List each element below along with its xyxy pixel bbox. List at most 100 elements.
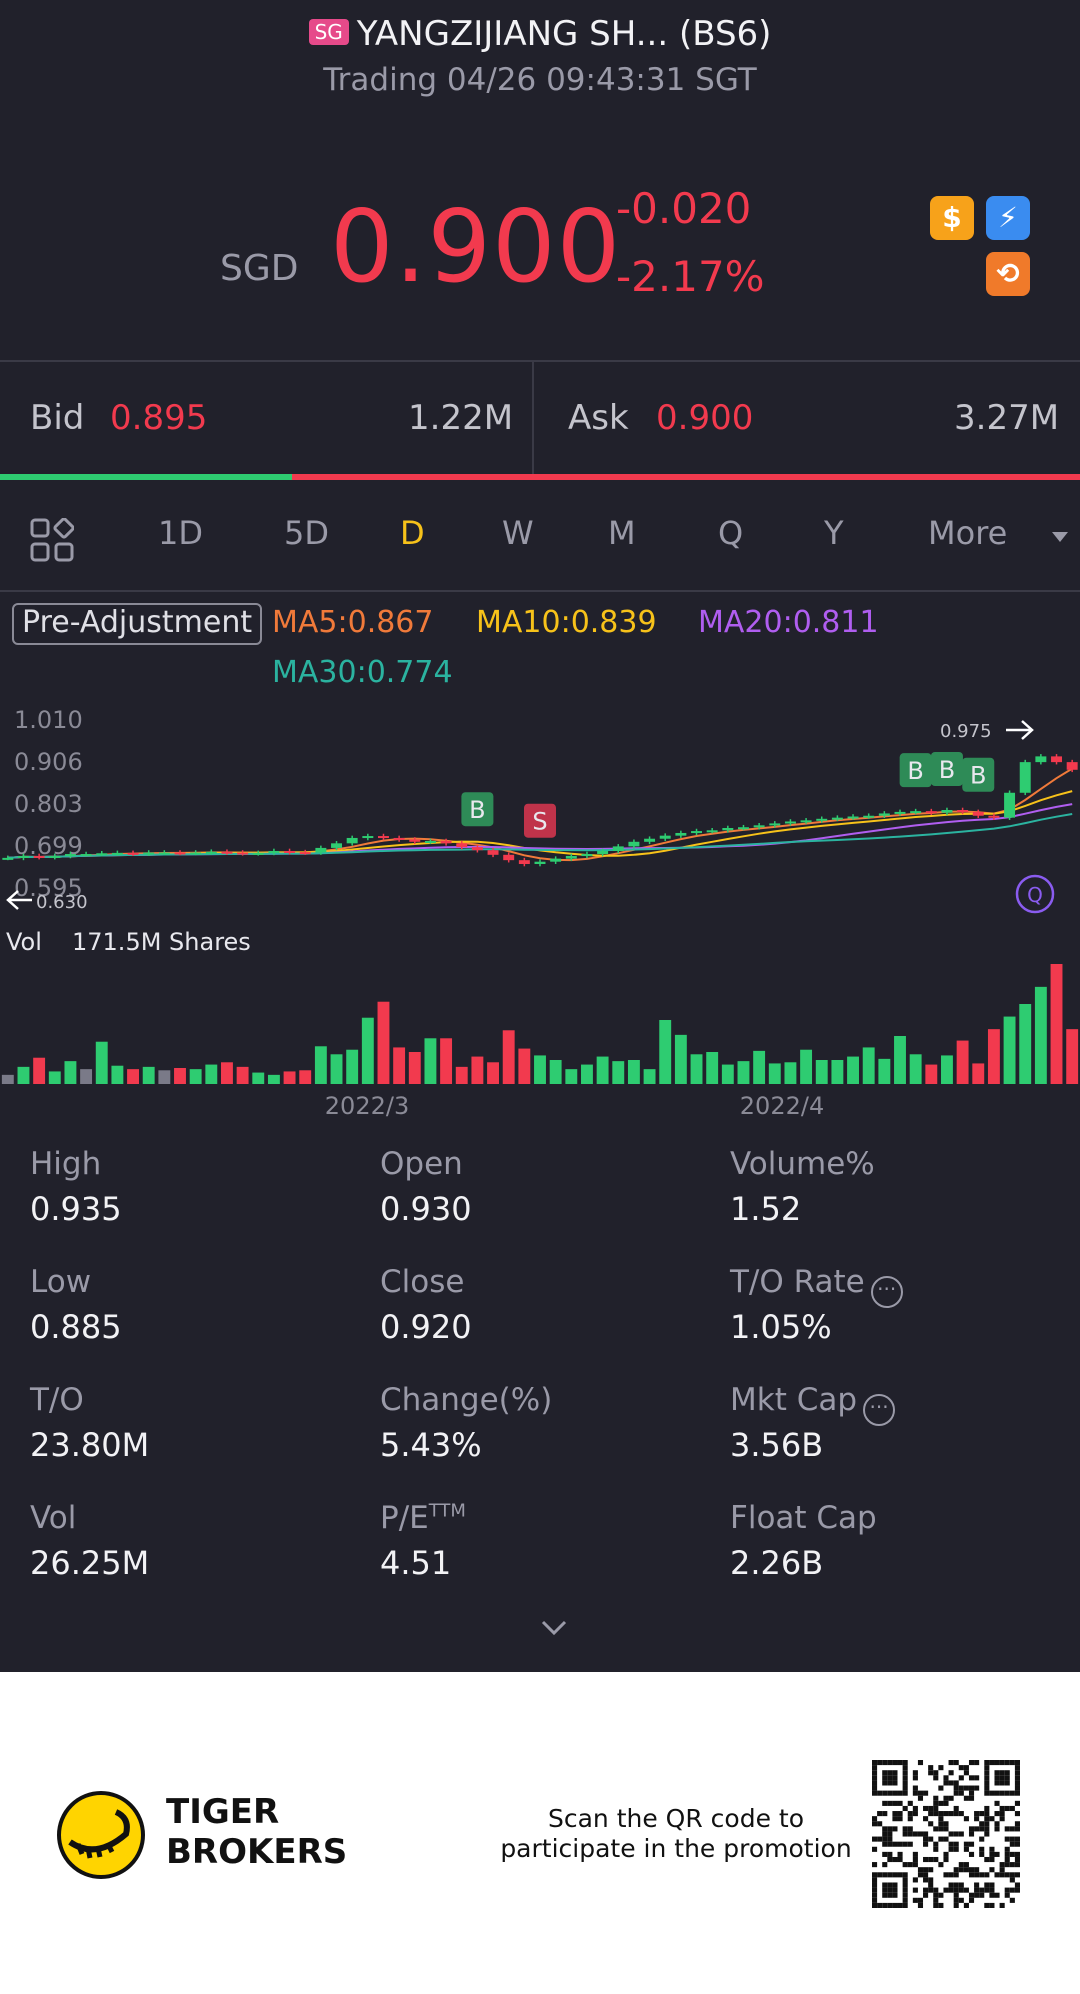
qr-module xyxy=(1014,1856,1020,1863)
qr-module xyxy=(948,1831,954,1837)
stat-label-pe: P/ETTM xyxy=(380,1500,466,1536)
volume-bar xyxy=(737,1061,750,1084)
quote-circle-letter: Q xyxy=(1027,883,1043,907)
candle xyxy=(64,854,76,857)
tab-yearly[interactable]: Y xyxy=(824,514,844,552)
volume-bar xyxy=(596,1056,609,1084)
low-arrow-icon xyxy=(6,890,32,910)
qr-module xyxy=(872,1821,878,1827)
dollar-icon[interactable]: $ xyxy=(930,196,974,240)
tab-5d[interactable]: 5D xyxy=(284,514,329,552)
qr-module xyxy=(953,1887,959,1893)
bid-size: 1.22M xyxy=(408,398,514,438)
qr-module xyxy=(999,1780,1005,1786)
qr-code[interactable] xyxy=(872,1760,1020,1908)
qr-module xyxy=(887,1887,893,1893)
qr-module xyxy=(892,1816,898,1822)
qr-module xyxy=(877,1902,883,1908)
stat-label-volume-pct: Volume% xyxy=(730,1146,875,1182)
qr-module xyxy=(872,1846,878,1852)
lightning-icon[interactable]: ⚡ xyxy=(986,196,1030,240)
qr-module xyxy=(974,1775,980,1781)
candle xyxy=(252,852,264,855)
qr-module xyxy=(882,1826,888,1832)
stat-value-low: 0.885 xyxy=(30,1308,122,1346)
qr-module xyxy=(1014,1800,1020,1806)
volume-bar xyxy=(987,1029,1000,1084)
candle xyxy=(722,828,734,831)
volume-bar xyxy=(674,1034,687,1084)
qr-module xyxy=(1014,1862,1020,1868)
stock-title[interactable]: SG YANGZIJIANG SH... (BS6) xyxy=(0,14,1080,54)
volume-bar xyxy=(706,1052,719,1084)
bid-ratio-fill xyxy=(0,474,292,480)
qr-module xyxy=(892,1856,898,1863)
qr-module xyxy=(902,1882,908,1888)
more-info-icon[interactable]: ··· xyxy=(863,1394,896,1426)
candle xyxy=(49,855,61,858)
tab-monthly[interactable]: M xyxy=(608,514,636,552)
qr-module xyxy=(928,1811,934,1817)
tab-weekly[interactable]: W xyxy=(502,514,534,552)
tab-1d[interactable]: 1D xyxy=(158,514,203,552)
qr-module xyxy=(1014,1872,1020,1878)
tab-daily[interactable]: D xyxy=(400,514,425,552)
qr-module xyxy=(953,1872,959,1878)
pe-superscript: TTM xyxy=(428,1500,466,1522)
pre-adjustment-toggle[interactable]: Pre-Adjustment xyxy=(12,603,263,645)
qr-module xyxy=(882,1780,888,1786)
qr-module xyxy=(917,1831,924,1837)
qr-module xyxy=(928,1821,934,1827)
qr-module xyxy=(933,1841,939,1847)
qr-module xyxy=(1014,1821,1020,1827)
ask-price: 0.900 xyxy=(656,398,754,438)
more-info-icon[interactable]: ··· xyxy=(870,1276,903,1308)
qr-module xyxy=(933,1795,939,1801)
qr-module xyxy=(897,1790,903,1796)
tab-quarterly[interactable]: Q xyxy=(718,514,744,552)
promo-text-line-2: participate in the promotion xyxy=(500,1834,852,1863)
qr-module xyxy=(923,1877,929,1883)
buy-signal-label: B xyxy=(970,762,986,790)
qr-module xyxy=(877,1836,883,1842)
qr-module xyxy=(897,1800,903,1806)
volume-bar xyxy=(941,1055,953,1084)
qr-module xyxy=(907,1811,913,1817)
qr-module xyxy=(923,1841,929,1847)
qr-module xyxy=(938,1800,944,1806)
volume-bar xyxy=(471,1056,484,1084)
qr-module xyxy=(907,1841,913,1847)
more-dropdown-icon[interactable] xyxy=(1052,532,1068,542)
qr-module xyxy=(1004,1862,1010,1868)
ask-size: 3.27M xyxy=(954,398,1060,438)
buy-signal-label: B xyxy=(939,756,955,784)
candle xyxy=(784,821,796,824)
qr-module xyxy=(963,1867,969,1873)
qr-module xyxy=(989,1851,995,1857)
qr-module xyxy=(963,1770,969,1776)
stat-value-vol: 26.25M xyxy=(30,1544,150,1582)
qr-module xyxy=(984,1831,990,1837)
qr-module xyxy=(958,1831,964,1837)
tiger-logo-icon xyxy=(56,1790,146,1884)
volume-bar xyxy=(815,1060,828,1084)
qr-module xyxy=(989,1892,995,1898)
qr-module xyxy=(994,1760,1000,1766)
swap-icon[interactable]: ⟲ xyxy=(986,252,1030,296)
qr-module xyxy=(923,1872,929,1878)
candle xyxy=(1066,762,1078,770)
layout-grid-icon[interactable] xyxy=(30,517,75,566)
tab-more[interactable]: More xyxy=(928,514,1008,552)
qr-module xyxy=(958,1790,964,1796)
qr-module xyxy=(994,1892,1000,1898)
expand-chevron-icon[interactable] xyxy=(540,1618,568,1642)
qr-module xyxy=(887,1836,893,1842)
qr-module xyxy=(948,1770,954,1776)
qr-module xyxy=(968,1851,975,1857)
qr-module xyxy=(933,1770,939,1776)
qr-module xyxy=(968,1872,975,1878)
qr-module xyxy=(902,1775,908,1781)
qr-module xyxy=(953,1760,959,1766)
qr-module xyxy=(892,1760,898,1766)
